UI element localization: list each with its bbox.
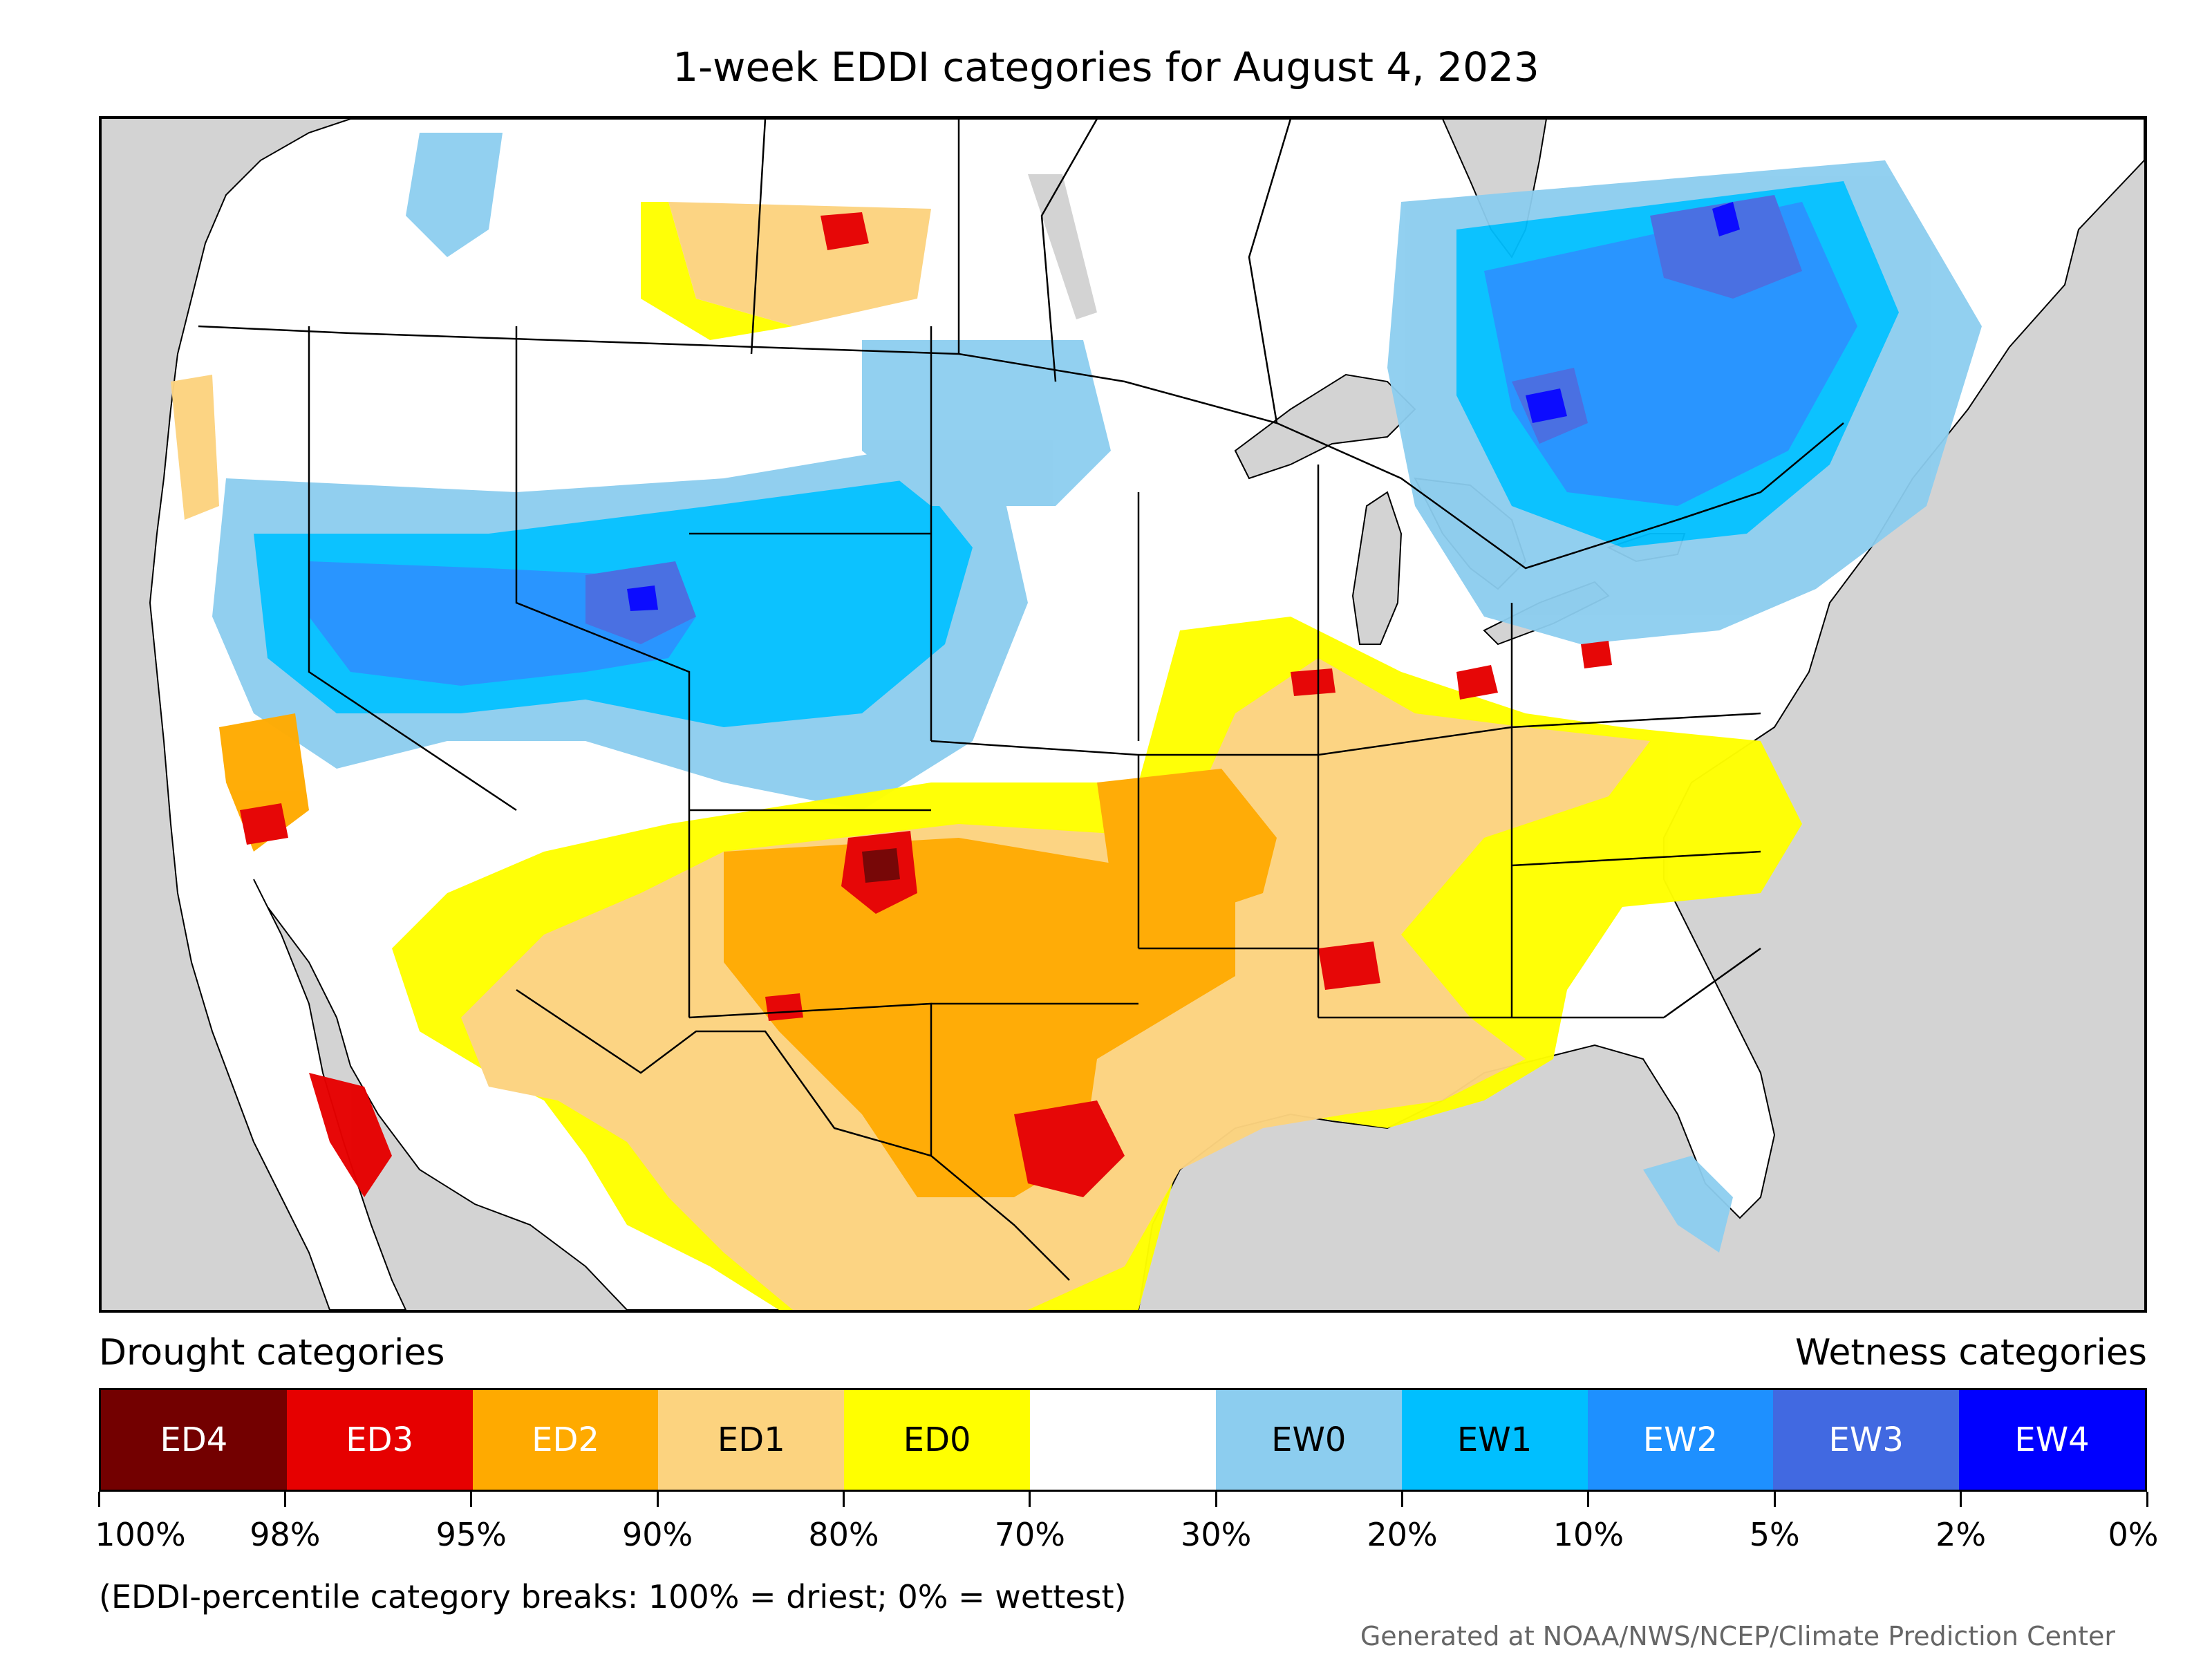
legend-tick [842,1492,845,1507]
legend-break-label: 100% [95,1516,186,1553]
legend-break-label: 90% [621,1516,693,1553]
wetness-categories-heading: Wetness categories [1795,1332,2147,1374]
legend-swatch-ed3: ED3 [286,1390,473,1490]
north-ed3 [821,212,869,250]
north-ew0 [862,340,1111,506]
boundaries [198,119,1844,1281]
mexico-border [516,988,1070,1281]
legend-ticks [97,1492,2148,1519]
florida-ew0 [1643,1156,1733,1253]
ed3-area-3 [765,993,803,1021]
legend-break-label: 10% [1553,1516,1624,1553]
category-note: (EDDI-percentile category breaks: 100% =… [99,1578,1127,1615]
legend-swatch-ew1: EW1 [1401,1390,1588,1490]
nw-ew0 [406,133,503,257]
legend-break-label: 2% [1936,1516,1987,1553]
legend-tick [97,1492,100,1507]
state-lines [308,326,1761,1156]
legend-tick [1029,1492,1031,1507]
legend-swatch-ew3: EW3 [1773,1390,1960,1490]
ohio-ed3 [1456,665,1498,700]
ew3-area [1650,195,1802,299]
alabama-ed3 [1318,941,1380,990]
legend-swatch-ed0: ED0 [844,1390,1031,1490]
legend-break-label: 80% [808,1516,879,1553]
west-ew4 [627,585,658,611]
legend-tick [656,1492,659,1507]
legend-swatch-ew4: EW4 [1959,1390,2145,1490]
wetness-areas [212,133,1982,1253]
legend-tick [1773,1492,1776,1507]
legend-tick [1587,1492,1590,1507]
legend-tick [283,1492,286,1507]
legend-tick [470,1492,473,1507]
map-panel [99,116,2147,1313]
legend-break-label: 20% [1367,1516,1438,1553]
credit-text: Generated at NOAA/NWS/NCEP/Climate Predi… [1360,1621,2115,1651]
drought-areas [171,202,1802,1310]
legend-tick [1401,1492,1404,1507]
virginia-ed3 [1581,641,1612,668]
legend-break-label: 0% [2108,1516,2159,1553]
legend-tick [2146,1492,2148,1507]
legend-break-label: 70% [994,1516,1065,1553]
legend-tick [1215,1492,1217,1507]
ed2-area-2 [1097,769,1277,921]
drought-categories-heading: Drought categories [99,1332,445,1374]
legend-swatch-ed1: ED1 [658,1390,845,1490]
lake-michigan [1351,491,1403,645]
ed3-area-2 [1014,1100,1125,1197]
legend-break-label: 5% [1749,1516,1800,1553]
north-ed0 [641,202,793,340]
canada-provinces [750,119,1292,424]
legend-swatch-ew0: EW0 [1215,1390,1402,1490]
legend-swatch-normal [1030,1390,1216,1490]
legend-swatch-ed4: ED4 [101,1390,287,1490]
legend-tick [1960,1492,1962,1507]
ed4-area [862,848,900,883]
west-coast-ed1 [171,375,219,520]
midwest-ed3 [1291,668,1335,696]
legend-swatch-ed2: ED2 [472,1390,659,1490]
legend-swatch-ew2: EW2 [1587,1390,1774,1490]
ew4-area-2 [1712,202,1740,236]
canada-us-border [198,325,1844,570]
legend-break-label: 98% [250,1516,321,1553]
legend-break-label: 95% [435,1516,507,1553]
baja-ed3 [309,1073,392,1197]
legend-break-label: 30% [1181,1516,1252,1553]
ed2-area [724,838,1235,1197]
ew4-area [1526,388,1567,423]
socal-ed3 [240,803,288,845]
map-title: 1-week EDDI categories for August 4, 202… [673,44,1539,91]
eddi-map [149,119,2144,1310]
category-legend: ED4 ED3 ED2 ED1 ED0 EW0 EW1 EW2 EW3 EW4 [99,1388,2147,1492]
